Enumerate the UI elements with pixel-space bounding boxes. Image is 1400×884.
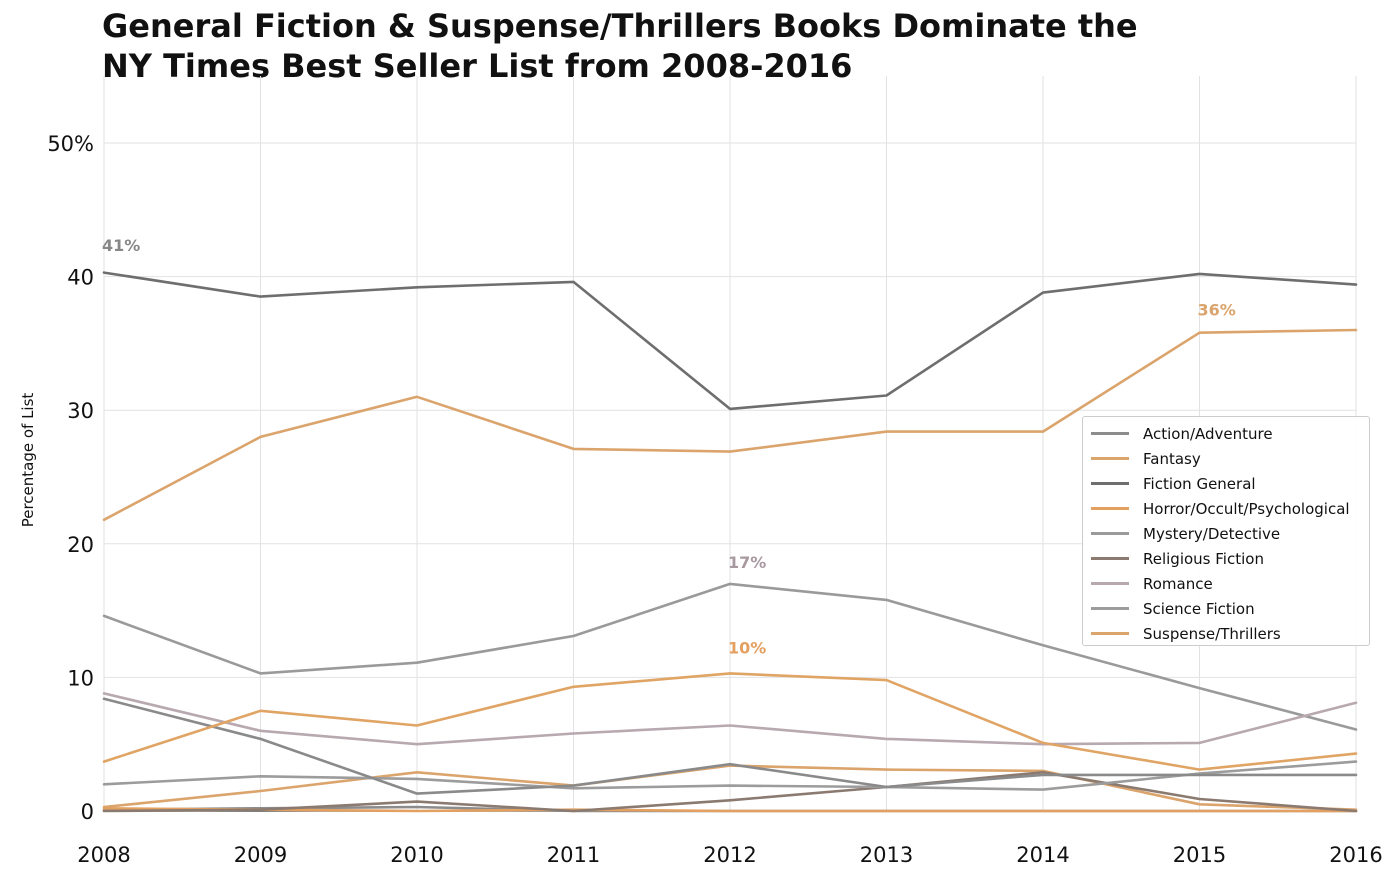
legend-item: Horror/Occult/Psychological bbox=[1083, 496, 1369, 521]
legend-label: Action/Adventure bbox=[1143, 424, 1273, 443]
legend-swatch bbox=[1091, 607, 1129, 610]
legend-label: Science Fiction bbox=[1143, 599, 1255, 618]
y-tick-label: 50% bbox=[47, 132, 94, 156]
x-tick-label: 2015 bbox=[1173, 843, 1226, 867]
legend-label: Romance bbox=[1143, 574, 1213, 593]
legend-item: Science Fiction bbox=[1083, 596, 1369, 621]
legend-swatch bbox=[1091, 482, 1129, 485]
legend-swatch bbox=[1091, 582, 1129, 585]
legend-swatch bbox=[1091, 532, 1129, 535]
series-line-science-fiction bbox=[102, 760, 1358, 791]
series-line-fantasy bbox=[102, 764, 1358, 812]
series-line-religious-fiction bbox=[102, 770, 1358, 813]
series-line-unlabeled-10 bbox=[102, 672, 1358, 771]
x-tick-label: 2008 bbox=[77, 843, 130, 867]
legend-swatch bbox=[1091, 557, 1129, 560]
legend-label: Religious Fiction bbox=[1143, 549, 1264, 568]
y-tick-label: 30 bbox=[67, 399, 94, 423]
x-tick-label: 2009 bbox=[234, 843, 287, 867]
legend-item: Fiction General bbox=[1083, 471, 1369, 496]
chart-title-line-2: NY Times Best Seller List from 2008-2016 bbox=[102, 47, 853, 85]
y-tick-label: 0 bbox=[81, 800, 94, 824]
series-line-mystery-detective bbox=[102, 582, 1358, 731]
legend-swatch bbox=[1091, 432, 1129, 435]
legend-item: Action/Adventure bbox=[1083, 421, 1369, 446]
legend-item: Romance bbox=[1083, 571, 1369, 596]
legend-label: Fiction General bbox=[1143, 474, 1256, 493]
chart-title: General Fiction & Suspense/Thrillers Boo… bbox=[102, 6, 1138, 86]
legend-swatch bbox=[1091, 457, 1129, 460]
series-line-romance bbox=[102, 692, 1358, 746]
x-tick-label: 2010 bbox=[390, 843, 443, 867]
y-tick-label: 20 bbox=[67, 533, 94, 557]
data-annotation: 10% bbox=[728, 638, 766, 657]
data-annotation: 41% bbox=[102, 236, 140, 255]
x-tick-label: 2011 bbox=[547, 843, 600, 867]
series-line-horror-occult-psychological bbox=[102, 806, 1358, 813]
legend-item: Suspense/Thrillers bbox=[1083, 621, 1369, 646]
chart-title-line-1: General Fiction & Suspense/Thrillers Boo… bbox=[102, 7, 1138, 45]
legend-item: Religious Fiction bbox=[1083, 546, 1369, 571]
series-line-unlabeled-9 bbox=[102, 697, 1358, 795]
legend-label: Mystery/Detective bbox=[1143, 524, 1281, 543]
annotations: 41% 36% 17% 10% bbox=[102, 236, 1236, 657]
y-tick-label: 40 bbox=[67, 266, 94, 290]
x-tick-label: 2016 bbox=[1329, 843, 1382, 867]
x-tick-label: 2013 bbox=[860, 843, 913, 867]
y-axis-ticks: 0 10 20 30 40 50% bbox=[47, 132, 94, 824]
legend-label: Fantasy bbox=[1143, 449, 1201, 468]
legend-label: Suspense/Thrillers bbox=[1143, 624, 1281, 643]
data-annotation: 17% bbox=[728, 553, 766, 572]
data-annotation: 36% bbox=[1198, 300, 1236, 319]
x-tick-label: 2014 bbox=[1016, 843, 1069, 867]
x-axis-ticks: 2008 2009 2010 2011 2012 2013 2014 2015 2016 bbox=[77, 843, 1382, 867]
x-tick-label: 2012 bbox=[703, 843, 756, 867]
legend-item: Mystery/Detective bbox=[1083, 521, 1369, 546]
legend-item: Fantasy bbox=[1083, 446, 1369, 471]
series-lines bbox=[102, 271, 1358, 813]
legend: Action/Adventure Fantasy Fiction General Ho… bbox=[1082, 416, 1370, 646]
legend-label: Horror/Occult/Psychological bbox=[1143, 499, 1350, 518]
series-line-suspense-thrillers bbox=[102, 328, 1358, 522]
grid bbox=[103, 76, 1357, 811]
series-line-fiction-general bbox=[102, 271, 1358, 411]
y-tick-label: 10 bbox=[67, 666, 94, 690]
y-axis-label: Percentage of List bbox=[19, 393, 37, 528]
legend-swatch bbox=[1091, 507, 1129, 510]
legend-swatch bbox=[1091, 632, 1129, 635]
